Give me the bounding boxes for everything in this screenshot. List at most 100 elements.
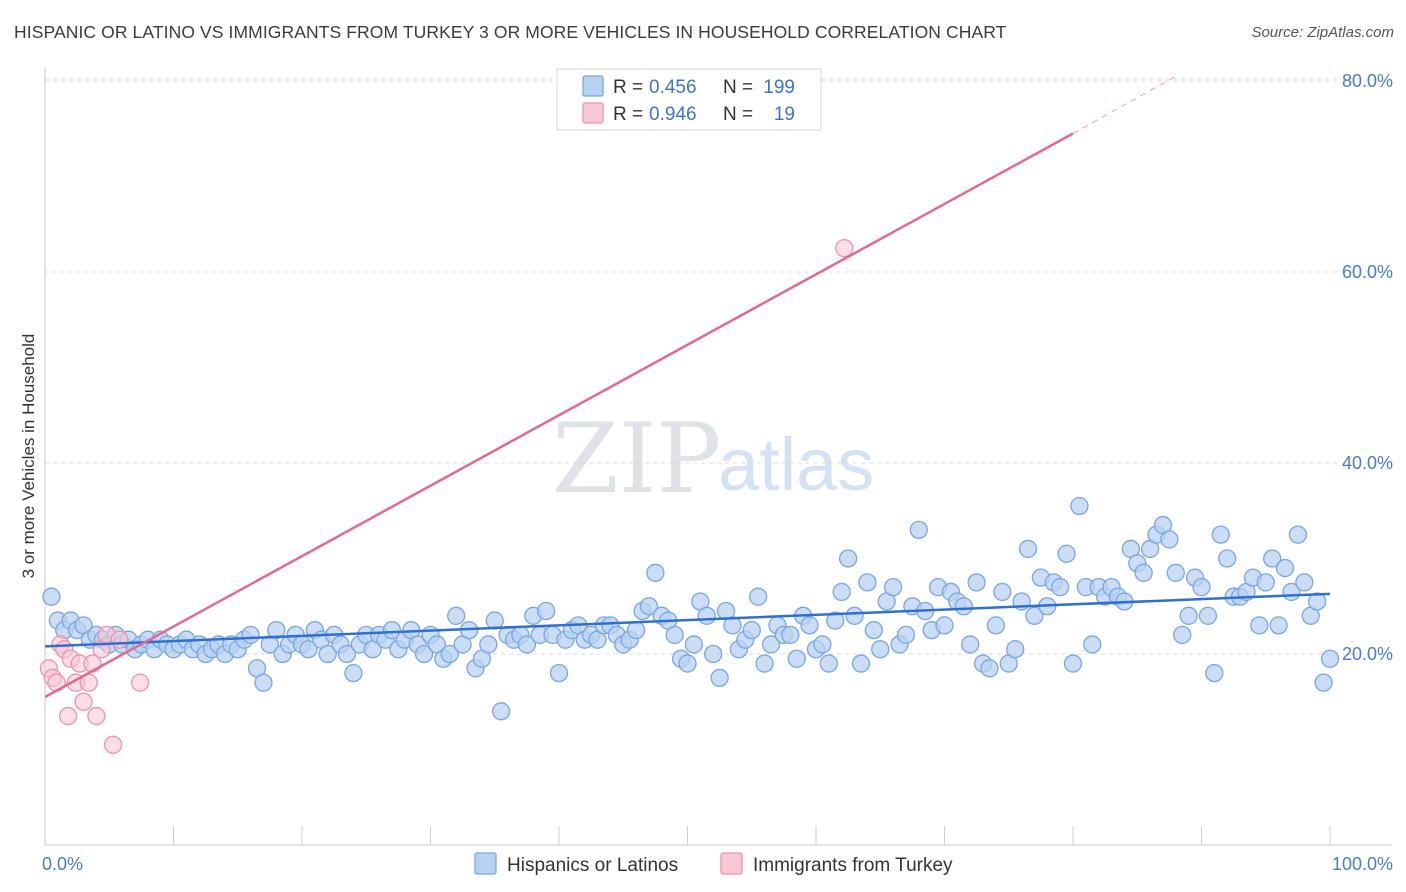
hispanics-point (1288, 525, 1308, 544)
hispanics-point (626, 620, 646, 640)
hispanics-point (639, 597, 659, 616)
hispanics-point (954, 597, 973, 616)
hispanics-point (961, 635, 980, 654)
hispanics-point (980, 659, 999, 678)
hispanics-point (1320, 649, 1340, 668)
hispanics-point (1051, 578, 1070, 597)
bottom-legend: Hispanics or Latinos Immigrants from Tur… (474, 852, 953, 876)
legend-n-value-hispanics: 199 (763, 77, 795, 98)
hispanics-point (967, 573, 986, 592)
hispanics-point (665, 625, 684, 645)
y-tick-label: 80.0% (1342, 71, 1393, 91)
legend-swatch-turkey (582, 102, 604, 124)
hispanics-point (800, 616, 819, 635)
hispanics-point (267, 620, 286, 640)
hispanics-point (1314, 673, 1333, 692)
hispanics-point (1250, 616, 1269, 635)
hispanics-point (935, 616, 954, 635)
hispanics-point (813, 635, 832, 654)
watermark: ZIP atlas (552, 403, 874, 515)
hispanics-point (1160, 530, 1179, 549)
legend-r-value-turkey: 0.946 (649, 104, 697, 125)
x-tick-label: 0.0% (42, 854, 83, 874)
hispanics-point (382, 620, 402, 640)
turkey-point (103, 735, 123, 754)
series-hispanics-points (42, 496, 1340, 721)
hispanics-point (337, 644, 357, 664)
hispanics-point (1263, 549, 1282, 568)
hispanics-point (1025, 606, 1044, 625)
legend-r-value-hispanics: 0.456 (649, 77, 697, 98)
hispanics-point (864, 620, 883, 640)
turkey-point (87, 706, 106, 726)
legend-n-label-hispanics: N = (723, 77, 753, 98)
legend-r-label-hispanics: R = (613, 77, 643, 98)
source-label: Source: ZipAtlas.com (1251, 24, 1394, 41)
legend-n-value-turkey: 19 (774, 104, 795, 125)
hispanics-point (241, 625, 260, 645)
turkey-point (74, 692, 93, 711)
bottom-legend-swatch-hispanics (474, 852, 497, 875)
hispanics-point (549, 663, 569, 683)
hispanics-point (684, 635, 704, 654)
grid-lines (45, 78, 1392, 655)
hispanics-point (318, 644, 337, 664)
hispanics-point (1308, 592, 1327, 611)
turkey-point (835, 238, 854, 258)
bottom-legend-swatch-turkey (720, 852, 743, 875)
hispanics-point (1057, 544, 1076, 563)
turkey-trend-extension (1072, 75, 1177, 135)
hispanics-point (537, 601, 556, 621)
legend-swatch-hispanics (582, 75, 604, 97)
trend-lines (44, 75, 1331, 699)
hispanics-point (414, 644, 434, 664)
hispanics-point (479, 635, 498, 654)
chart-title: HISPANIC OR LATINO VS IMMIGRANTS FROM TU… (14, 22, 1007, 42)
y-tick-label: 40.0% (1342, 453, 1393, 473)
bottom-legend-label-turkey: Immigrants from Turkey (753, 855, 953, 876)
hispanics-point (1166, 563, 1185, 582)
hispanics-point (299, 640, 318, 659)
hispanics-point (697, 606, 716, 625)
hispanics-point (678, 654, 697, 673)
hispanics-point (1256, 573, 1275, 592)
turkey-point (110, 630, 129, 649)
bottom-legend-label-hispanics: Hispanics or Latinos (507, 855, 678, 876)
hispanics-point (1134, 563, 1153, 582)
legend-n-label-turkey: N = (723, 104, 753, 125)
hispanics-point (871, 640, 890, 659)
hispanics-point (1192, 578, 1211, 597)
axes (44, 68, 1392, 846)
hispanics-point (1063, 654, 1083, 673)
watermark-zip: ZIP (552, 403, 721, 515)
turkey-trend-line (44, 132, 1074, 699)
hispanics-point (1269, 616, 1288, 635)
hispanics-point (646, 563, 665, 582)
hispanics-point (819, 654, 838, 673)
hispanics-point (42, 587, 61, 606)
tick-labels: 20.0% 40.0% 60.0% 80.0% 0.0% 100.0% (42, 71, 1393, 874)
hispanics-point (1211, 525, 1230, 544)
hispanics-point (749, 587, 768, 606)
hispanics-point (826, 611, 845, 630)
hispanics-point (517, 635, 537, 654)
legend-r-label-turkey: R = (613, 104, 643, 125)
hispanics-point (1275, 558, 1295, 578)
hispanics-point (723, 616, 742, 635)
hispanics-point (851, 654, 871, 673)
watermark-atlas: atlas (718, 423, 874, 506)
turkey-point (130, 673, 150, 692)
x-tick-label: 100.0% (1332, 854, 1393, 874)
hispanics-point (704, 644, 723, 664)
hispanics-point (896, 625, 916, 645)
hispanics-point (1218, 549, 1237, 568)
hispanics-point (1173, 625, 1192, 645)
y-axis-title: 3 or more Vehicles in Household (19, 334, 38, 579)
hispanics-point (755, 654, 774, 673)
hispanics-point (781, 625, 800, 645)
hispanics-point (845, 606, 864, 625)
hispanics-point (742, 620, 761, 640)
hispanics-point (858, 573, 877, 592)
hispanics-point (492, 702, 511, 721)
